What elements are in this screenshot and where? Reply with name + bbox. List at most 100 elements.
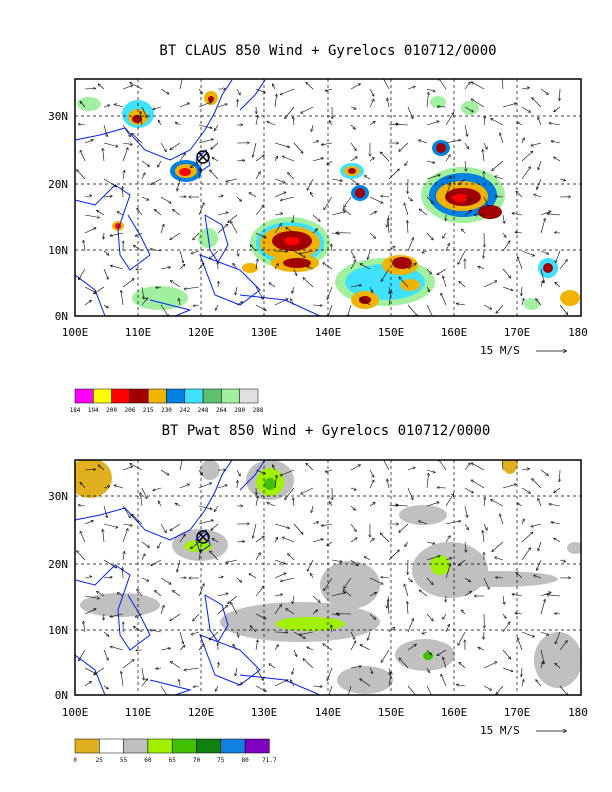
wind-vector-arrow: [281, 577, 295, 581]
wind-vector-arrow: [274, 645, 278, 651]
wind-vector-arrow: [369, 99, 374, 108]
wind-vector-arrow: [426, 577, 433, 584]
wind-vector-arrow: [217, 196, 223, 197]
wind-vector-arrow: [179, 631, 183, 644]
wind-vector-arrow: [457, 304, 466, 305]
wind-vector-arrow: [236, 469, 240, 476]
wind-vector-arrow: [439, 79, 447, 90]
top-x-axis-labels: 100E 110E 120E 130E 140E 150E 160E 170E …: [62, 326, 588, 339]
wind-vector-arrow: [274, 299, 288, 306]
wind-vector-arrow: [141, 541, 149, 547]
svg-text:180: 180: [568, 706, 588, 719]
svg-text:0N: 0N: [55, 689, 68, 702]
wind-vector-arrow: [103, 268, 108, 279]
wind-vector-arrow: [445, 625, 449, 633]
wind-vector-arrow: [160, 469, 169, 475]
wind-vector-arrow: [307, 266, 314, 270]
wind-vector-arrow: [327, 286, 333, 299]
wind-vector-arrow: [521, 548, 530, 561]
wind-vector-arrow: [153, 106, 162, 109]
wind-vector-arrow: [496, 685, 504, 694]
wind-vector-arrow: [360, 679, 371, 687]
wind-vector-arrow: [122, 86, 132, 90]
wind-vector-arrow: [103, 685, 108, 689]
wind-vector-arrow: [177, 559, 181, 572]
colorbar-swatch: [74, 388, 94, 404]
wind-vector-arrow: [218, 281, 219, 288]
wind-vector-arrow: [215, 685, 219, 691]
wind-vector-arrow: [237, 631, 239, 637]
wind-vector-arrow: [407, 468, 415, 471]
wind-vector-arrow: [160, 606, 164, 615]
wind-vector-arrow: [426, 175, 440, 180]
wind-vector-arrow: [407, 685, 418, 695]
wind-vector-arrow: [274, 142, 289, 147]
wind-vector-arrow: [426, 160, 435, 163]
wind-vector-arrow: [502, 649, 511, 659]
wind-vector-arrow: [536, 680, 542, 687]
wind-vector-arrow: [369, 232, 375, 238]
wind-vector-arrow: [274, 559, 285, 564]
wind-vector-arrow: [255, 613, 266, 619]
wind-vector-arrow: [98, 465, 105, 471]
wind-vector-arrow: [226, 178, 238, 182]
wind-vector-arrow: [495, 176, 504, 180]
wind-vector-arrow: [464, 505, 467, 517]
wind-vector-arrow: [350, 178, 358, 185]
wind-vector-arrow: [198, 139, 213, 144]
wind-vector-arrow: [441, 294, 447, 306]
wind-vector-arrow: [274, 213, 282, 215]
colorbar-label: 264: [216, 407, 227, 414]
wind-vector-arrow: [212, 539, 219, 543]
wind-vector-arrow: [160, 225, 164, 234]
svg-text:20N: 20N: [48, 558, 68, 571]
wind-vector-arrow: [483, 281, 497, 288]
wind-vector-arrow: [255, 232, 266, 238]
bottom-map-plot: [75, 460, 581, 695]
wind-vector-arrow: [79, 505, 86, 506]
wind-vector-arrow: [274, 573, 286, 579]
wind-vector-arrow: [231, 603, 238, 615]
wind-vector-arrow: [84, 140, 93, 144]
wind-vector-arrow: [274, 178, 285, 183]
wind-vector-arrow: [228, 595, 238, 603]
wind-vector-arrow: [426, 121, 439, 126]
wind-vector-arrow: [483, 662, 497, 669]
wind-vector-arrow: [141, 554, 145, 561]
wind-vector-arrow: [331, 559, 342, 562]
colorbar-label: 25: [96, 757, 104, 764]
wind-vector-arrow: [496, 577, 504, 578]
wind-vector-arrow: [327, 667, 333, 680]
wind-vector-arrow: [198, 203, 204, 216]
wind-vector-arrow: [350, 285, 361, 288]
colorbar-label: 215: [143, 407, 154, 414]
colorbar-label: 184: [70, 407, 81, 414]
wind-vector-arrow: [521, 667, 522, 677]
wind-vector-arrow: [122, 467, 132, 471]
wind-vector-arrow: [79, 124, 86, 125]
wind-vector-arrow: [103, 523, 118, 528]
wind-vector-arrow: [462, 610, 466, 615]
wind-vector-arrow: [117, 593, 124, 597]
wind-vector-arrow: [522, 299, 524, 306]
wind-vector-arrow: [344, 196, 352, 207]
wind-vector-arrow: [191, 631, 200, 635]
wind-vector-arrow: [193, 232, 200, 240]
colorbar-label: 60: [144, 757, 152, 764]
wind-vector-arrow: [559, 88, 560, 101]
wind-vector-arrow: [122, 142, 132, 145]
svg-text:160E: 160E: [441, 326, 468, 339]
wind-vector-arrow: [459, 663, 466, 669]
wind-vector-arrow: [140, 112, 143, 126]
wind-vector-arrow: [381, 268, 390, 281]
wind-vector-arrow: [500, 514, 504, 525]
wind-vector-arrow: [521, 469, 529, 470]
wind-vector-arrow: [547, 595, 561, 596]
wind-vector-arrow: [274, 537, 278, 543]
wind-vector-arrow: [381, 196, 390, 197]
wind-vector-arrow: [502, 484, 516, 489]
colorbar-label: 65: [169, 757, 177, 764]
wind-vector-arrow: [484, 631, 485, 639]
wind-vector-arrow: [496, 304, 504, 313]
wind-vector-arrow: [521, 88, 529, 89]
